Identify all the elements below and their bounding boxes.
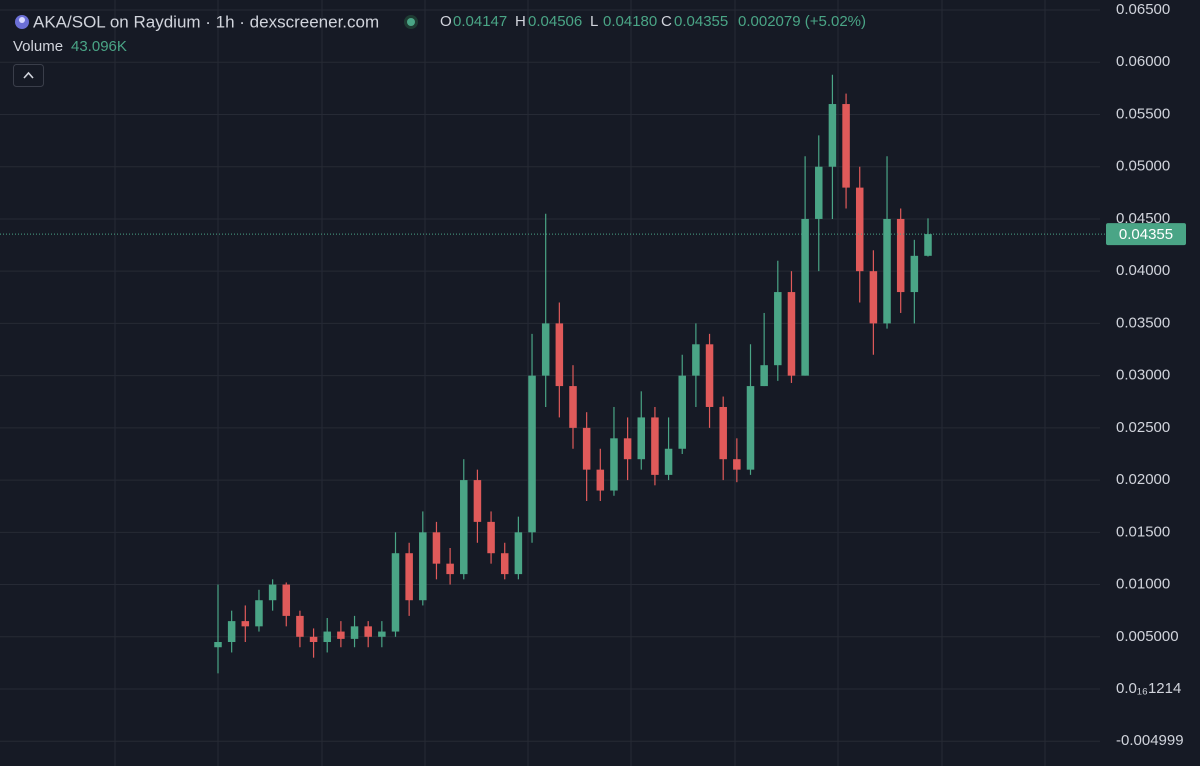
candle-body (910, 255, 919, 293)
candle-body (309, 636, 318, 643)
candle-body (227, 621, 236, 643)
candle-body (828, 104, 837, 167)
candle-body (296, 615, 304, 637)
candle-body (651, 417, 659, 475)
candle-body (705, 344, 714, 407)
candle-body (869, 271, 878, 324)
candle-body (815, 166, 823, 219)
candle-body (855, 187, 864, 272)
ohlc-value: 0.04506 (528, 13, 582, 30)
candle-body (637, 417, 646, 460)
chart-title: AKA/SOL on Raydium · 1h · dexscreener.co… (33, 12, 379, 31)
candle-body (214, 642, 222, 648)
last-price-label: 0.04355 (1119, 226, 1173, 243)
y-tick-label: 0.06500 (1116, 1, 1170, 18)
candle-body (241, 621, 250, 627)
candle-body (582, 427, 591, 470)
y-tick-label: 0.03000 (1116, 367, 1170, 384)
candle-body (883, 218, 891, 324)
status-dot (407, 18, 415, 26)
volume-value: 43.096K (71, 38, 127, 55)
candle-body (842, 104, 850, 188)
candle-body (760, 365, 768, 387)
candle-body (896, 218, 905, 293)
candle-body (623, 438, 632, 460)
change: 0.002079 (+5.02%) (738, 13, 866, 30)
candle-body (596, 469, 605, 491)
candle-body (500, 553, 509, 575)
candle-body (391, 553, 400, 632)
last-price-badge (1106, 223, 1186, 246)
candle-body (337, 631, 345, 639)
candle-body (678, 375, 686, 449)
y-tick-label: 0.04500 (1116, 210, 1170, 227)
candle-body (446, 563, 454, 575)
candle-body (569, 386, 577, 428)
candle-body (801, 218, 809, 376)
collapse-button[interactable] (13, 64, 44, 87)
candle-body (924, 234, 932, 256)
candle-body (364, 626, 372, 637)
ohlc-label: C (661, 13, 672, 30)
y-tick-label: 0.01000 (1116, 576, 1170, 593)
candle-body (746, 386, 755, 470)
y-tick-label: 0.005000 (1116, 628, 1179, 645)
ohlc-value: 0.04355 (674, 13, 728, 30)
candle-body (419, 532, 427, 601)
token-icon (15, 15, 29, 29)
ohlc-label: O (440, 13, 452, 30)
y-tick-label: 0.03500 (1116, 314, 1170, 331)
ohlc-value: 0.04180 (603, 13, 657, 30)
candle-body (787, 292, 796, 376)
candle-body (350, 626, 359, 639)
candle-body (610, 438, 618, 491)
candle-body (528, 375, 536, 533)
candle-body (405, 553, 413, 601)
y-tick-label: 0.02500 (1116, 419, 1170, 436)
candle-body (460, 480, 468, 575)
candle-body (255, 600, 263, 627)
candle-body (774, 292, 782, 366)
y-tick-label: 0.06000 (1116, 53, 1170, 70)
y-tick-label: 0.0₁₆1214 (1116, 680, 1181, 697)
ohlc-value: 0.04147 (453, 13, 507, 30)
ohlc-label: H (515, 13, 526, 30)
y-tick-label: 0.05500 (1116, 105, 1170, 122)
candle-body (541, 323, 550, 376)
y-tick-label: 0.02000 (1116, 471, 1170, 488)
candle-body (487, 521, 495, 554)
y-tick-label: 0.05000 (1116, 158, 1170, 175)
candle-body (268, 584, 277, 601)
candle-body (664, 448, 673, 475)
y-tick-label: 0.01500 (1116, 523, 1170, 540)
candle-body (282, 584, 291, 616)
candle-body (323, 631, 331, 643)
candle-body (514, 532, 523, 575)
candle-body (733, 459, 741, 470)
candle-body (432, 532, 441, 564)
candle-body (378, 631, 386, 637)
ohlc-label: L (590, 13, 598, 30)
vertical-grid (114, 0, 1046, 766)
candle-body (555, 323, 564, 387)
candle-body (719, 406, 727, 460)
y-tick-label: 0.04000 (1116, 262, 1170, 279)
y-tick-label: -0.004999 (1116, 732, 1184, 749)
ohlc-row: O 0.04147 H 0.04506 L 0.04180 C 0.04355 (440, 13, 728, 30)
candle-body (692, 344, 700, 376)
candle-body (473, 480, 482, 522)
volume-label: Volume (13, 38, 63, 55)
